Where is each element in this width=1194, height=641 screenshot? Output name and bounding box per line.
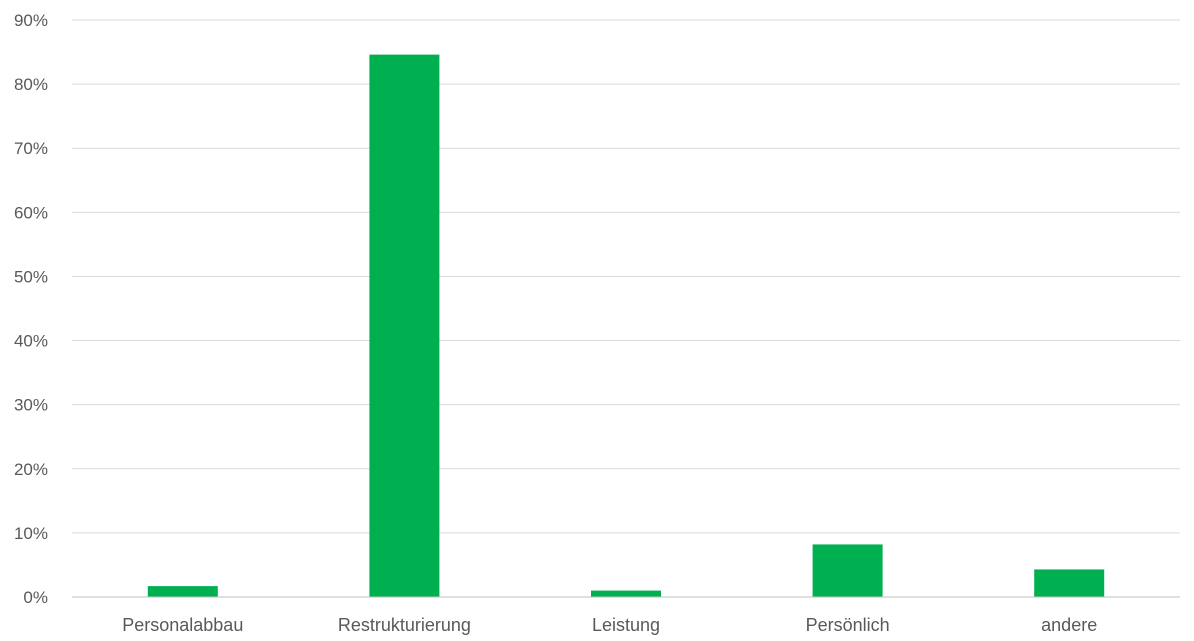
bar xyxy=(1034,569,1105,597)
bar xyxy=(591,590,661,597)
bar xyxy=(369,54,440,598)
y-tick-label: 0% xyxy=(23,588,48,607)
y-tick-label: 30% xyxy=(14,396,48,415)
gridlines xyxy=(72,19,1180,534)
x-category-label: andere xyxy=(1041,615,1097,635)
bar xyxy=(812,544,883,597)
x-category-label: Persönlich xyxy=(806,615,890,635)
y-axis-ticks: 0% 10% 20% 30% 40% 50% 60% 70% 80% 90% xyxy=(14,11,48,607)
y-tick-label: 80% xyxy=(14,75,48,94)
x-category-label: Personalabbau xyxy=(122,615,243,635)
y-tick-label: 90% xyxy=(14,11,48,30)
bar xyxy=(147,586,218,597)
x-category-label: Leistung xyxy=(592,615,660,635)
y-tick-label: 50% xyxy=(14,267,48,286)
y-tick-label: 10% xyxy=(14,524,48,543)
x-category-label: Restrukturierung xyxy=(338,615,471,635)
y-tick-label: 70% xyxy=(14,139,48,158)
bars xyxy=(147,54,1105,598)
x-axis-labels: Personalabbau Restrukturierung Leistung Per… xyxy=(122,615,1097,635)
y-tick-label: 40% xyxy=(14,332,48,351)
y-tick-label: 20% xyxy=(14,460,48,479)
y-tick-label: 60% xyxy=(14,203,48,222)
